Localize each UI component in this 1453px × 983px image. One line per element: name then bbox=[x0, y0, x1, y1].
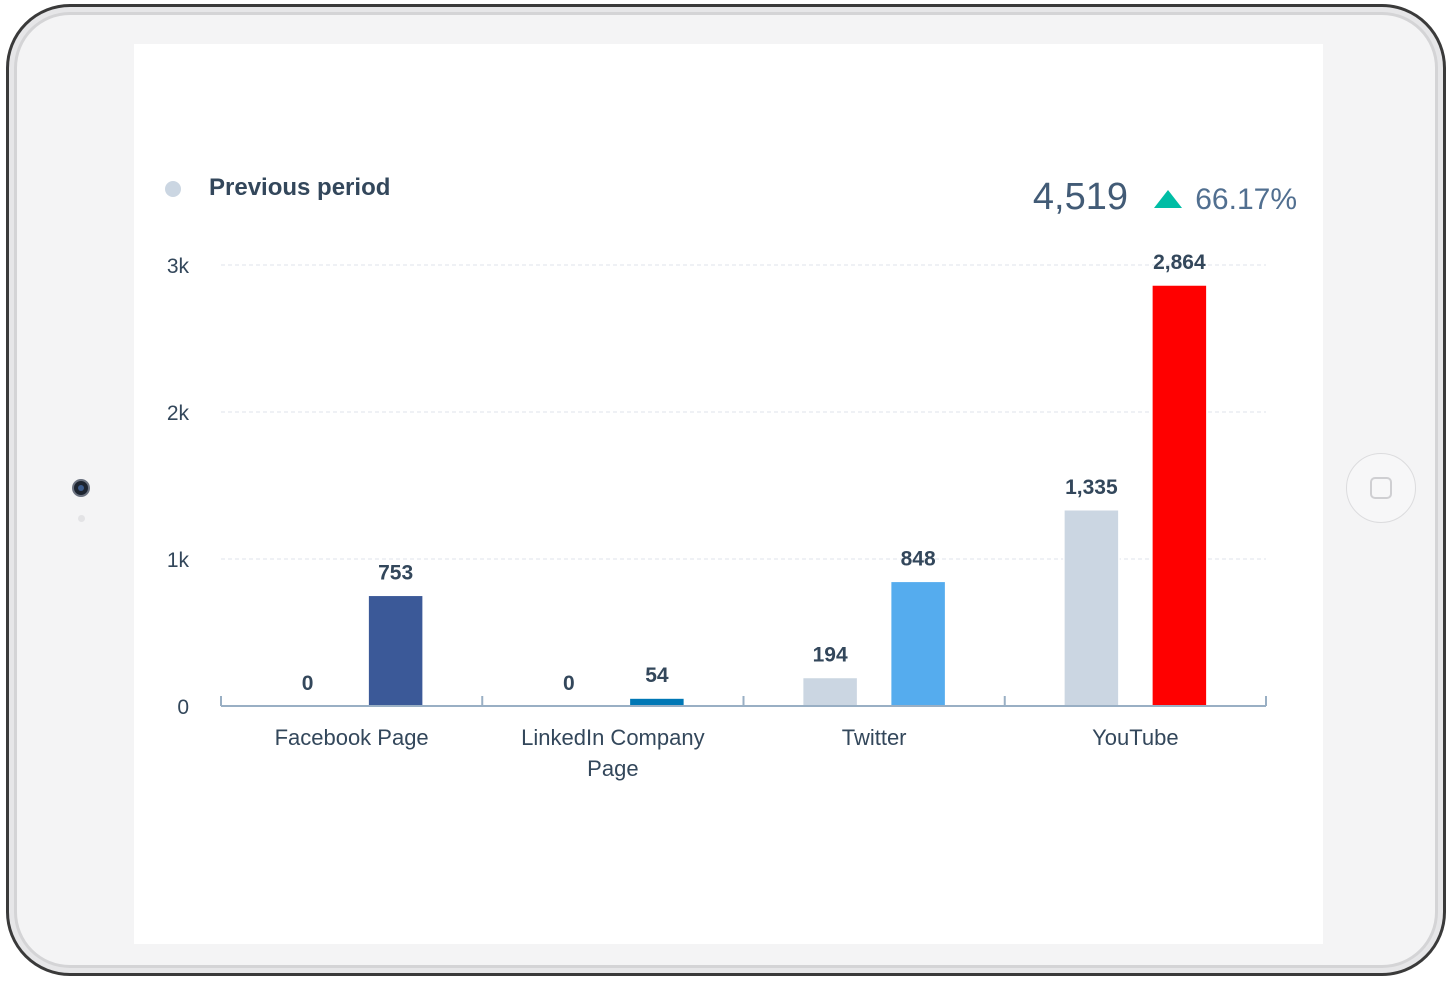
data-label: 0 bbox=[302, 672, 314, 695]
x-category-label: LinkedIn Company bbox=[521, 725, 704, 750]
y-tick-label: 0 bbox=[177, 696, 189, 719]
y-tick-label: 1k bbox=[167, 549, 190, 572]
up-triangle-icon bbox=[1154, 190, 1182, 208]
data-label: 1,335 bbox=[1065, 476, 1118, 499]
legend-marker bbox=[165, 181, 181, 197]
data-label: 194 bbox=[813, 643, 848, 666]
bar bbox=[628, 697, 686, 707]
data-label: 0 bbox=[563, 672, 575, 695]
x-category-label: YouTube bbox=[1092, 725, 1178, 750]
x-category-label: Page bbox=[587, 756, 638, 781]
data-label: 848 bbox=[901, 547, 936, 570]
bar bbox=[889, 580, 947, 707]
camera-icon bbox=[72, 479, 90, 497]
bar bbox=[1063, 509, 1120, 707]
data-label: 54 bbox=[645, 664, 669, 687]
bar bbox=[367, 594, 424, 707]
data-label: 753 bbox=[378, 561, 413, 584]
legend-label[interactable]: Previous period bbox=[209, 174, 390, 201]
sensor-dot bbox=[78, 515, 85, 522]
screen: Previous period 4,519 66.17% 0 753 0 54 194 8… bbox=[134, 44, 1323, 944]
data-label: 2,864 bbox=[1153, 251, 1206, 274]
bar bbox=[801, 676, 859, 707]
home-button[interactable] bbox=[1346, 453, 1416, 523]
summary-change: 66.17% bbox=[1195, 183, 1297, 216]
y-tick-label: 2k bbox=[167, 402, 190, 425]
bar-chart: Previous period 4,519 66.17% 0 753 0 54 194 8… bbox=[165, 174, 1297, 781]
bar bbox=[1151, 284, 1208, 707]
summary-total: 4,519 bbox=[1033, 176, 1128, 218]
x-category-label: Twitter bbox=[842, 725, 907, 750]
y-tick-label: 3k bbox=[167, 255, 190, 278]
home-square-icon bbox=[1370, 477, 1392, 499]
x-category-label: Facebook Page bbox=[275, 725, 429, 750]
